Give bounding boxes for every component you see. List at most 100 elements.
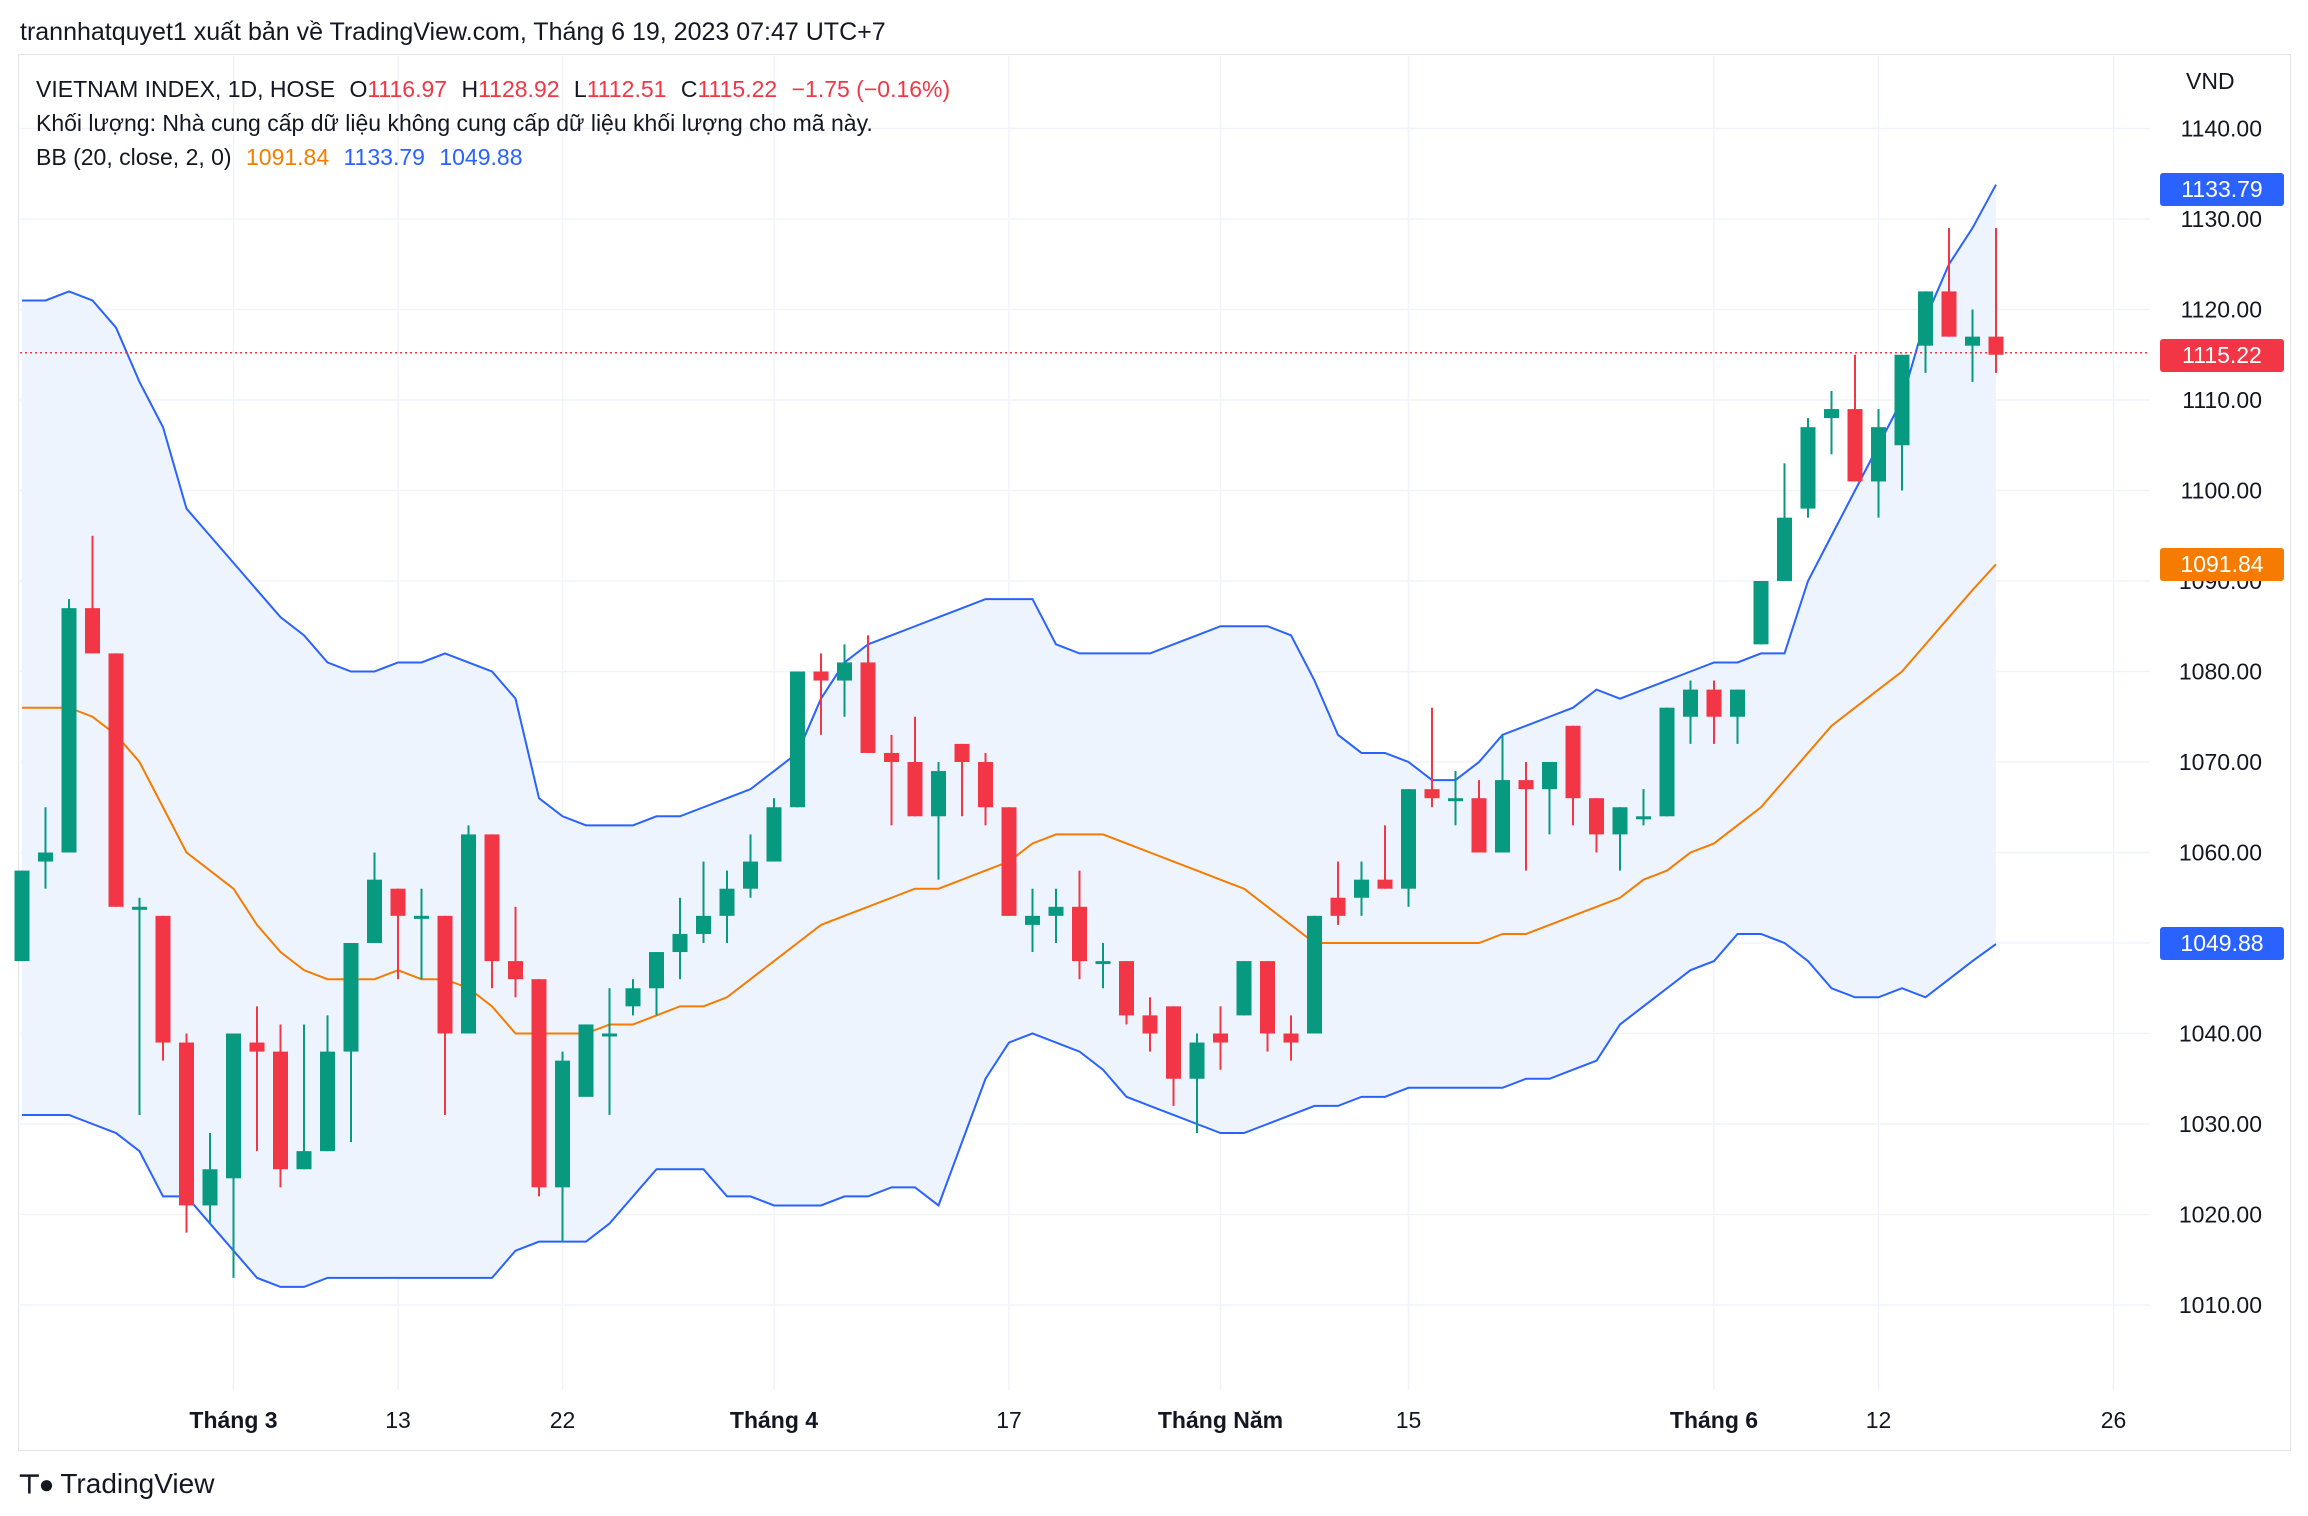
candle (508, 906, 523, 998)
candle (766, 798, 782, 862)
candle (813, 653, 829, 735)
candle (414, 888, 429, 980)
legend-high: H1128.92 (461, 76, 560, 102)
candle (1307, 915, 1322, 1034)
candle (1871, 409, 1886, 518)
price-axis-label: 1110.00 (2182, 387, 2262, 413)
candle (1119, 961, 1134, 1025)
candle (108, 653, 124, 907)
candle-body (108, 653, 124, 907)
candle-body (743, 861, 758, 889)
candle-body (625, 988, 641, 1007)
price-axis-label: 1100.00 (2181, 478, 2262, 504)
candle-body (1260, 961, 1275, 1034)
candle (1518, 762, 1534, 871)
candle (155, 915, 171, 1061)
candle (931, 762, 946, 880)
legend-bb-lower: 1049.88 (439, 144, 523, 170)
candle (1800, 418, 1816, 518)
candle (578, 1024, 594, 1097)
candle-body (813, 671, 829, 681)
candle-body (1565, 725, 1581, 799)
time-axis-label: 13 (385, 1407, 411, 1433)
bb-upper-line (22, 184, 1997, 827)
candle (1424, 707, 1440, 808)
candle (85, 535, 100, 654)
candle (790, 671, 805, 808)
candle-body (390, 888, 406, 916)
candle (1025, 888, 1040, 953)
candle-body (531, 979, 547, 1188)
time-axis-label: Tháng Năm (1158, 1407, 1283, 1433)
candle (367, 852, 382, 943)
candle-body (978, 762, 993, 808)
candle (1777, 463, 1792, 581)
candle (954, 743, 970, 817)
candle-body (602, 1033, 617, 1037)
time-axis-label: Tháng 6 (1670, 1407, 1758, 1433)
price-axis-label: 1010.00 (2179, 1292, 2262, 1318)
price-axis-label: 1080.00 (2179, 659, 2262, 685)
candle (437, 915, 453, 1115)
candle (343, 943, 359, 1143)
candle-body (1777, 517, 1792, 581)
candle-body (1025, 915, 1040, 925)
time-axis: Tháng 3 13 22 Tháng 4 17 Tháng Năm 15 Tháng 6 12… (189, 1407, 2126, 1433)
price-tag-bb-upper: 1133.79 (2160, 173, 2284, 206)
candle-body (414, 915, 429, 919)
candle-body (249, 1042, 265, 1052)
candle (1095, 943, 1111, 989)
candle (1589, 798, 1604, 853)
candle-body (578, 1024, 594, 1097)
legend-bb: BB (20, close, 2, 0) 1091.84 1133.79 104… (36, 144, 530, 171)
candle (649, 952, 664, 1016)
tradingview-logo[interactable]: ⊤● TradingView (18, 1468, 214, 1500)
candle (1824, 390, 1839, 455)
candle (296, 1024, 312, 1170)
candle (1495, 734, 1510, 853)
candle (1401, 789, 1416, 907)
candle-body (1824, 409, 1839, 419)
price-tag-bb-mid: 1091.84 (2160, 548, 2284, 581)
candle-body (1683, 689, 1698, 717)
candle-body (1495, 780, 1510, 853)
price-tag-last: 1115.22 (2160, 339, 2284, 372)
candle-body (508, 961, 523, 980)
candle-body (649, 952, 664, 989)
candle (14, 870, 30, 962)
candle-body (1636, 816, 1651, 820)
candles (14, 228, 2004, 1278)
candle-body (343, 943, 359, 1052)
price-axis-label: 1060.00 (2179, 840, 2262, 866)
legend-change: −1.75 (−0.16%) (791, 76, 951, 102)
candle-body (1659, 707, 1675, 817)
candle-body (1072, 906, 1087, 962)
candle-body (1589, 798, 1604, 835)
candle-body (1706, 689, 1722, 717)
candle-body (1894, 354, 1910, 446)
candle (461, 825, 476, 1034)
candle (1213, 1006, 1228, 1070)
candle (1941, 228, 1957, 337)
bollinger-bands (22, 184, 1997, 1288)
candle (1636, 789, 1651, 826)
candle (320, 1015, 335, 1152)
candle (484, 834, 500, 989)
candle-body (1471, 798, 1487, 853)
candle (1565, 725, 1581, 826)
candle (273, 1024, 288, 1188)
time-axis-label: Tháng 4 (730, 1407, 818, 1433)
candle-body (132, 906, 147, 910)
candle-body (296, 1151, 312, 1170)
bb-fill (22, 184, 1996, 1287)
candle-body (790, 671, 805, 808)
candle (1847, 354, 1863, 482)
candle-body (1800, 427, 1816, 509)
price-axis-label: 1020.00 (2179, 1202, 2262, 1228)
time-axis-label: 17 (996, 1407, 1022, 1433)
candle (884, 734, 899, 826)
candle-body (1753, 581, 1769, 645)
candle-body (884, 752, 899, 762)
candle-body (1001, 807, 1017, 916)
